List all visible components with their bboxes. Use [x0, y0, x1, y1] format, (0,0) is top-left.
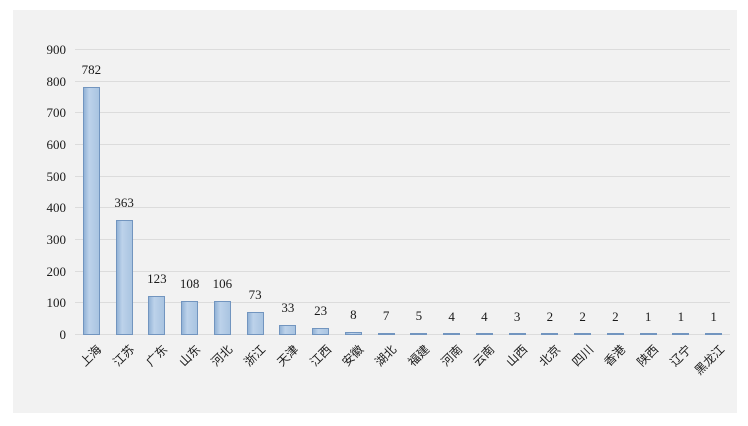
y-tick-label: 800: [46, 73, 67, 89]
bar-value-label: 1: [677, 309, 685, 324]
gridline-500: [75, 175, 730, 177]
x-category-label: 香港: [601, 342, 629, 370]
bar-value-label: 108: [179, 275, 200, 291]
bar-江西: [312, 327, 330, 335]
bar-山西: [508, 333, 526, 335]
bar-value-label: 8: [350, 307, 357, 323]
bar-value-label: 23: [314, 302, 328, 318]
bar-福建: [410, 333, 428, 335]
y-tick-label: 300: [46, 232, 67, 247]
x-category-label: 辽宁: [667, 342, 695, 370]
x-category-label: 湖北: [372, 342, 400, 370]
y-tick-label: 400: [46, 200, 67, 216]
bar-value-label: 363: [114, 195, 134, 211]
bar-value-label: 4: [448, 308, 455, 324]
y-tick-label: 200: [46, 263, 67, 279]
bar-江苏: [115, 220, 133, 335]
bar-value-label: 106: [212, 276, 233, 292]
gridline-400: [75, 207, 730, 209]
bar-value-label: 2: [546, 309, 554, 324]
x-category-label: 上海: [77, 342, 105, 370]
bar-四川: [574, 333, 592, 335]
chart-panel: [13, 10, 737, 413]
x-axis-labels: 上海 江苏 广东 山东 河北 浙江 天津 江西 安徽 湖北 福建 河南 云南 山西 北京 四川 香港 陕西 辽宁 黑龙…: [75, 342, 730, 413]
x-category-label: 安徽: [339, 342, 367, 370]
y-tick-label: 600: [46, 137, 67, 152]
gridline-900: [75, 49, 730, 50]
gridline-800: [75, 80, 730, 82]
bars-layer: 782 363 123 108 106 73 33 23 8 7 5 4 4 3 2 2 2 1 1 1: [75, 50, 730, 335]
bar-陕西: [639, 333, 657, 335]
x-category-label: 浙江: [241, 342, 269, 370]
x-category-label: 北京: [536, 342, 564, 370]
bar-黑龙江: [705, 333, 723, 335]
gridline-100: [75, 302, 730, 304]
bar-浙江: [246, 311, 264, 335]
y-tick-label: 500: [46, 168, 67, 184]
bar-value-label: 5: [415, 308, 423, 324]
bar-value-label: 33: [281, 299, 295, 315]
x-category-label: 河北: [208, 342, 236, 370]
bar-value-label: 1: [644, 309, 652, 324]
bar-安徽: [344, 332, 362, 335]
bar-value-label: 73: [248, 286, 262, 302]
bar-云南: [475, 333, 493, 335]
y-tick-label: 700: [46, 105, 67, 121]
x-category-label: 云南: [470, 342, 498, 370]
x-category-label: 天津: [274, 342, 302, 370]
bar-value-label: 1: [710, 309, 717, 324]
bar-广东: [148, 296, 166, 335]
plot-area: [75, 49, 730, 335]
x-category-label: 福建: [405, 342, 433, 370]
bar-香港: [606, 333, 624, 335]
bar-上海: [82, 87, 100, 335]
y-tick-label: 100: [46, 295, 67, 311]
bar-value-label: 3: [513, 309, 521, 324]
x-category-label: 四川: [568, 342, 596, 370]
x-category-label: 广东: [143, 342, 171, 370]
x-category-label: 江苏: [110, 342, 138, 370]
bar-北京: [541, 333, 559, 335]
gridline-300: [75, 239, 730, 240]
bar-value-label: 782: [81, 62, 102, 78]
bar-山东: [181, 300, 199, 335]
gridline-200: [75, 270, 730, 272]
y-axis-labels: 0 100 200 300 400 500 600 700 800 900: [20, 43, 67, 341]
x-category-label: 陕西: [634, 342, 662, 370]
bar-value-label: 4: [481, 308, 488, 324]
bar-天津: [279, 324, 297, 335]
bar-河南: [443, 333, 461, 335]
x-category-label: 黑龙江: [691, 342, 727, 378]
x-category-label: 江西: [306, 342, 334, 370]
y-tick-label: 900: [46, 42, 67, 57]
gridline-600: [75, 144, 730, 145]
bar-辽宁: [672, 333, 690, 335]
bar-value-label: 2: [579, 309, 586, 324]
bar-湖北: [377, 332, 395, 335]
y-tick-label: 0: [59, 327, 67, 342]
bar-河北: [213, 301, 231, 335]
x-category-label: 山西: [503, 342, 531, 370]
gridline-700: [75, 112, 730, 114]
gridline-0: [75, 334, 730, 335]
x-category-label: 山东: [175, 342, 203, 370]
bar-value-label: 2: [612, 309, 619, 324]
bar-value-label: 7: [382, 307, 390, 323]
x-category-label: 河南: [437, 342, 465, 370]
bar-value-label: 123: [147, 271, 167, 287]
